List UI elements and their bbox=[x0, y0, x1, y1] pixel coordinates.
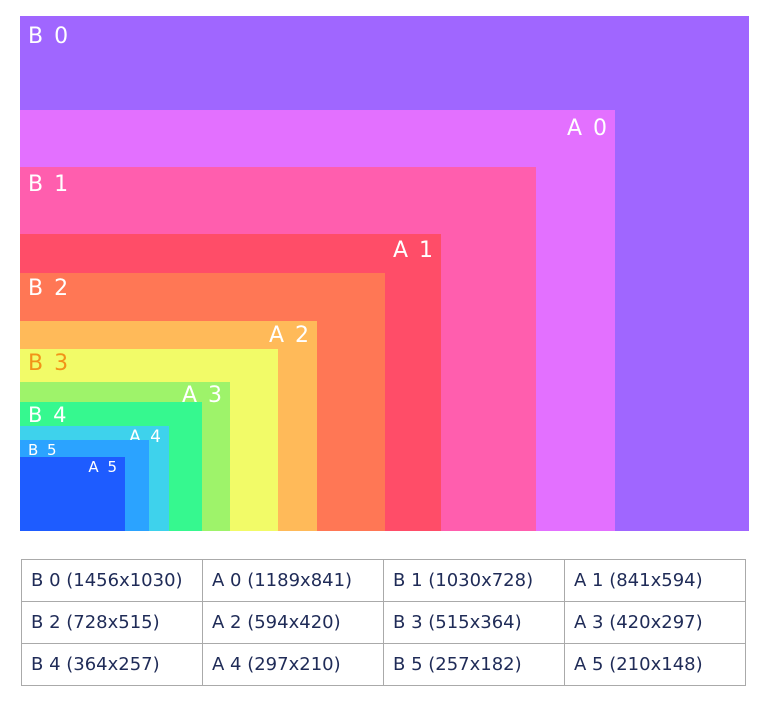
paper-label: B 3 bbox=[28, 351, 71, 376]
paper-label: B 4 bbox=[28, 403, 69, 427]
paper-label: B 0 bbox=[28, 24, 71, 49]
paper-label: A 1 bbox=[392, 238, 435, 263]
table-row: B 2 (728x515) A 2 (594x420) B 3 (515x364… bbox=[21, 601, 746, 644]
table-cell: A 3 (420x297) bbox=[564, 601, 746, 644]
table-cell: A 4 (297x210) bbox=[202, 643, 384, 686]
paper-label: B 2 bbox=[28, 276, 71, 301]
table-cell: B 0 (1456x1030) bbox=[21, 559, 203, 602]
table-cell: B 5 (257x182) bbox=[383, 643, 565, 686]
table-cell: B 3 (515x364) bbox=[383, 601, 565, 644]
table-cell: A 0 (1189x841) bbox=[202, 559, 384, 602]
paper-label: B 5 bbox=[28, 441, 59, 459]
paper-label: A 0 bbox=[566, 116, 609, 141]
paper-label: A 5 bbox=[88, 458, 119, 476]
table-cell: B 4 (364x257) bbox=[21, 643, 203, 686]
table-cell: A 1 (841x594) bbox=[564, 559, 746, 602]
table-cell: B 1 (1030x728) bbox=[383, 559, 565, 602]
table-row: B 0 (1456x1030) A 0 (1189x841) B 1 (1030… bbox=[21, 559, 746, 602]
paper-a5: A 5 bbox=[20, 457, 125, 531]
paper-label: B 1 bbox=[28, 172, 71, 197]
paper-label: A 3 bbox=[181, 383, 224, 408]
table-cell: A 2 (594x420) bbox=[202, 601, 384, 644]
table-cell: A 5 (210x148) bbox=[564, 643, 746, 686]
paper-size-table: B 0 (1456x1030) A 0 (1189x841) B 1 (1030… bbox=[21, 559, 746, 686]
table-cell: B 2 (728x515) bbox=[21, 601, 203, 644]
paper-label: A 2 bbox=[268, 323, 311, 348]
table-row: B 4 (364x257) A 4 (297x210) B 5 (257x182… bbox=[21, 643, 746, 686]
